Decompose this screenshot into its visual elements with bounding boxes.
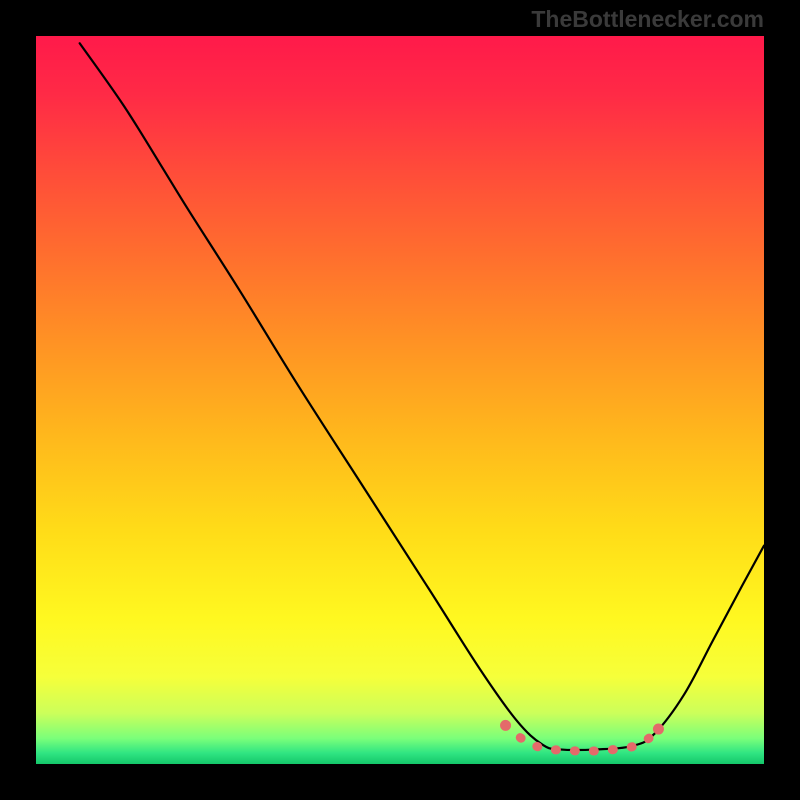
range-start-marker xyxy=(500,720,511,731)
chart-frame xyxy=(36,36,764,764)
gradient-background xyxy=(36,36,764,764)
watermark-label: TheBottlenecker.com xyxy=(531,6,764,33)
bottleneck-chart xyxy=(36,36,764,764)
range-end-marker xyxy=(653,724,664,735)
